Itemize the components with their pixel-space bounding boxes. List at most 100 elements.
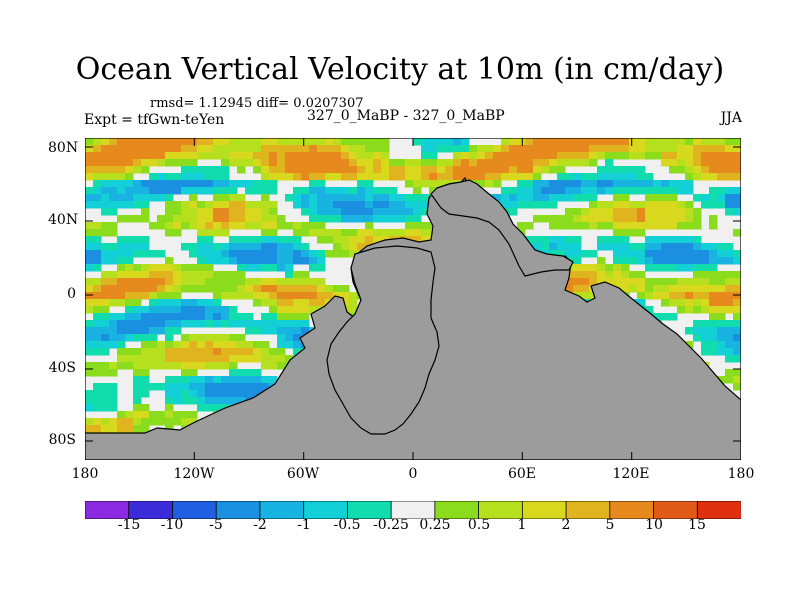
field-cell [165, 355, 174, 363]
field-cell [405, 208, 414, 216]
field-cell [213, 180, 222, 188]
field-cell [309, 152, 318, 160]
field-cell [445, 166, 454, 174]
field-cell [205, 376, 214, 384]
field-cell [285, 355, 294, 363]
field-cell [461, 166, 470, 174]
field-cell [365, 159, 374, 167]
field-cell [245, 292, 254, 300]
field-cell [349, 201, 358, 209]
field-cell [101, 145, 110, 153]
field-cell [229, 250, 238, 258]
field-cell [541, 152, 550, 160]
field-cell [277, 320, 286, 328]
field-cell [261, 236, 270, 244]
field-cell [293, 166, 302, 174]
field-cell [645, 306, 654, 314]
field-cell [93, 341, 102, 349]
field-cell [245, 250, 254, 258]
field-cell [725, 250, 734, 258]
field-cell [613, 243, 622, 251]
field-cell [245, 201, 254, 209]
field-cell [349, 152, 358, 160]
field-cell [373, 159, 382, 167]
field-cell [509, 145, 518, 153]
field-cell [381, 229, 390, 237]
field-cell [221, 313, 230, 321]
field-cell [389, 208, 398, 216]
field-cell [693, 278, 702, 286]
field-cell [181, 299, 190, 307]
field-cell [101, 383, 110, 391]
field-cell [117, 425, 126, 433]
field-cell [141, 236, 150, 244]
field-cell [189, 362, 198, 370]
field-cell [637, 138, 646, 146]
field-cell [413, 173, 422, 181]
field-cell [373, 173, 382, 181]
field-cell [221, 285, 230, 293]
field-cell [573, 250, 582, 258]
field-cell [205, 306, 214, 314]
field-cell [693, 152, 702, 160]
field-cell [725, 292, 734, 300]
field-cell [293, 145, 302, 153]
field-cell [325, 292, 334, 300]
field-cell [157, 159, 166, 167]
field-cell [261, 362, 270, 370]
field-cell [205, 201, 214, 209]
field-cell [693, 285, 702, 293]
field-cell [677, 278, 686, 286]
field-cell [637, 271, 646, 279]
field-cell [117, 173, 126, 181]
field-cell [429, 145, 438, 153]
field-cell [125, 425, 134, 433]
field-cell [197, 215, 206, 223]
field-cell [685, 306, 694, 314]
field-cell [221, 138, 230, 146]
field-cell [109, 145, 118, 153]
field-cell [205, 383, 214, 391]
field-cell [101, 271, 110, 279]
field-cell [429, 173, 438, 181]
field-cell [157, 222, 166, 230]
field-cell [605, 187, 614, 195]
field-cell [461, 138, 470, 146]
field-cell [197, 390, 206, 398]
field-cell [341, 236, 350, 244]
colorbar-label: -0.5 [333, 517, 361, 533]
field-cell [253, 320, 262, 328]
field-cell [293, 222, 302, 230]
field-cell [189, 271, 198, 279]
field-cell [141, 285, 150, 293]
field-cell [245, 215, 254, 223]
field-cell [317, 173, 326, 181]
field-cell [653, 236, 662, 244]
x-tick-label: 180 [71, 466, 99, 482]
field-cell [141, 341, 150, 349]
field-cell [253, 264, 262, 272]
field-cell [173, 187, 182, 195]
field-cell [85, 334, 94, 342]
field-cell [437, 145, 446, 153]
field-cell [501, 187, 510, 195]
field-cell [733, 187, 741, 195]
field-cell [589, 173, 598, 181]
field-cell [93, 264, 102, 272]
field-cell [253, 369, 262, 377]
field-cell [461, 159, 470, 167]
field-cell [261, 145, 270, 153]
field-cell [653, 292, 662, 300]
field-cell [525, 236, 534, 244]
field-cell [189, 159, 198, 167]
field-cell [293, 152, 302, 160]
field-cell [205, 173, 214, 181]
field-cell [701, 152, 710, 160]
field-cell [333, 201, 342, 209]
field-cell [445, 173, 454, 181]
field-cell [149, 152, 158, 160]
field-cell [701, 243, 710, 251]
field-cell [157, 215, 166, 223]
field-cell [357, 187, 366, 195]
field-cell [605, 236, 614, 244]
